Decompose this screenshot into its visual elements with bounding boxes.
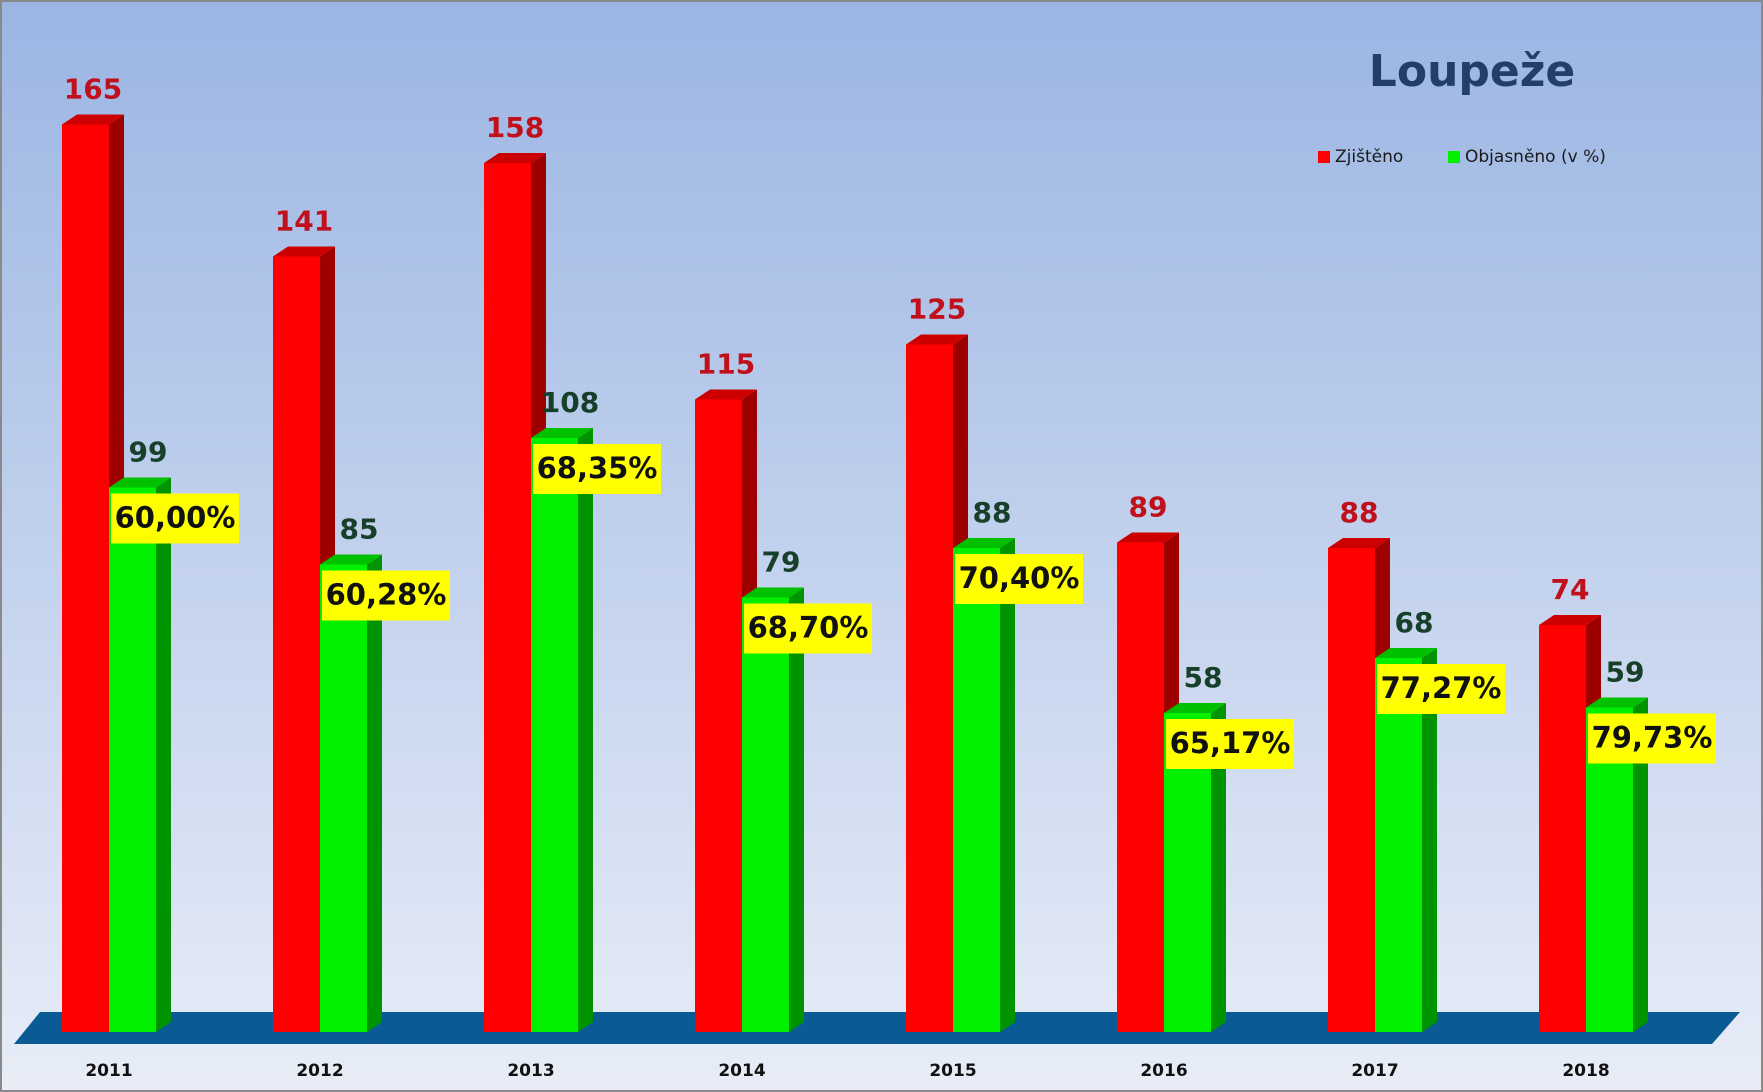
- bar: [484, 163, 531, 1032]
- data-label: 141: [275, 205, 333, 238]
- bar-side: [578, 428, 593, 1032]
- bar-top: [1375, 648, 1437, 658]
- bar-top: [695, 389, 757, 400]
- legend-swatch: [1318, 151, 1330, 163]
- x-tick-label: 2018: [1562, 1061, 1609, 1081]
- bar-side: [789, 587, 804, 1032]
- bar-top: [109, 477, 171, 488]
- annotation-box: [322, 570, 450, 621]
- chart-title: Loupeže: [1369, 46, 1575, 97]
- bar-top: [1117, 532, 1179, 543]
- legend-label: Objasněno (v %): [1465, 147, 1606, 167]
- annotation: 60,28%: [326, 578, 447, 612]
- data-label: 99: [129, 436, 168, 469]
- annotation-box: [955, 554, 1083, 604]
- x-tick-label: 2014: [718, 1061, 765, 1081]
- annotation-box: [1588, 713, 1716, 764]
- data-label: 58: [1184, 661, 1223, 694]
- data-label: 108: [541, 386, 599, 419]
- bar-side: [1000, 538, 1015, 1032]
- annotation: 68,70%: [748, 611, 869, 645]
- bar-top: [1539, 615, 1601, 625]
- bar: [742, 597, 789, 1032]
- bar: [62, 124, 109, 1032]
- bar-side: [1422, 648, 1437, 1032]
- annotation-box: [533, 444, 661, 494]
- data-label: 79: [762, 546, 801, 579]
- bar-top: [742, 587, 804, 598]
- bar-top: [320, 554, 382, 565]
- annotation: 60,00%: [115, 501, 236, 535]
- data-label: 88: [1340, 496, 1379, 529]
- bar: [953, 548, 1000, 1032]
- legend-swatch: [1448, 151, 1460, 163]
- x-tick-label: 2013: [507, 1061, 554, 1081]
- bar: [273, 256, 320, 1032]
- data-label: 68: [1395, 606, 1434, 639]
- bar-side: [1211, 703, 1226, 1032]
- bar-top: [1586, 697, 1648, 708]
- bar-side: [1633, 697, 1648, 1032]
- bar-side: [367, 554, 382, 1032]
- x-tick-label: 2012: [296, 1061, 343, 1081]
- data-label: 85: [340, 513, 379, 546]
- annotation-box: [744, 603, 872, 654]
- floor: [14, 1012, 1740, 1044]
- annotation: 79,73%: [1592, 721, 1713, 755]
- data-label: 125: [908, 293, 966, 326]
- bar: [1375, 658, 1422, 1032]
- x-tick-label: 2015: [929, 1061, 976, 1081]
- bar: [906, 344, 953, 1032]
- data-label: 89: [1129, 491, 1168, 524]
- data-label: 158: [486, 111, 544, 144]
- data-label: 74: [1551, 573, 1590, 606]
- bar: [1117, 542, 1164, 1032]
- bar: [109, 487, 156, 1032]
- annotation: 77,27%: [1381, 671, 1502, 705]
- x-tick-label: 2016: [1140, 1061, 1187, 1081]
- bar-top: [1328, 538, 1390, 548]
- legend-label: Zjištěno: [1335, 147, 1403, 167]
- x-tick-label: 2017: [1351, 1061, 1398, 1081]
- bar-top: [906, 334, 968, 345]
- bar: [320, 564, 367, 1032]
- bar: [531, 438, 578, 1032]
- annotation: 68,35%: [537, 451, 658, 485]
- bar-top: [531, 428, 593, 438]
- bar-top: [484, 153, 546, 163]
- data-label: 88: [973, 496, 1012, 529]
- annotation: 70,40%: [959, 561, 1080, 595]
- bar: [1539, 625, 1586, 1032]
- data-label: 59: [1606, 656, 1645, 689]
- data-label: 165: [64, 73, 122, 106]
- annotation-box: [111, 493, 239, 544]
- annotation: 65,17%: [1170, 726, 1291, 760]
- annotation-box: [1166, 719, 1294, 769]
- bar-top: [273, 246, 335, 257]
- annotation-box: [1377, 664, 1505, 714]
- bar-top: [62, 114, 124, 125]
- x-tick-label: 2011: [85, 1061, 132, 1081]
- bar: [695, 399, 742, 1032]
- bar-top: [1164, 703, 1226, 713]
- bar-side: [156, 477, 171, 1032]
- bar: [1328, 548, 1375, 1032]
- data-label: 115: [697, 348, 755, 381]
- bar-top: [953, 538, 1015, 548]
